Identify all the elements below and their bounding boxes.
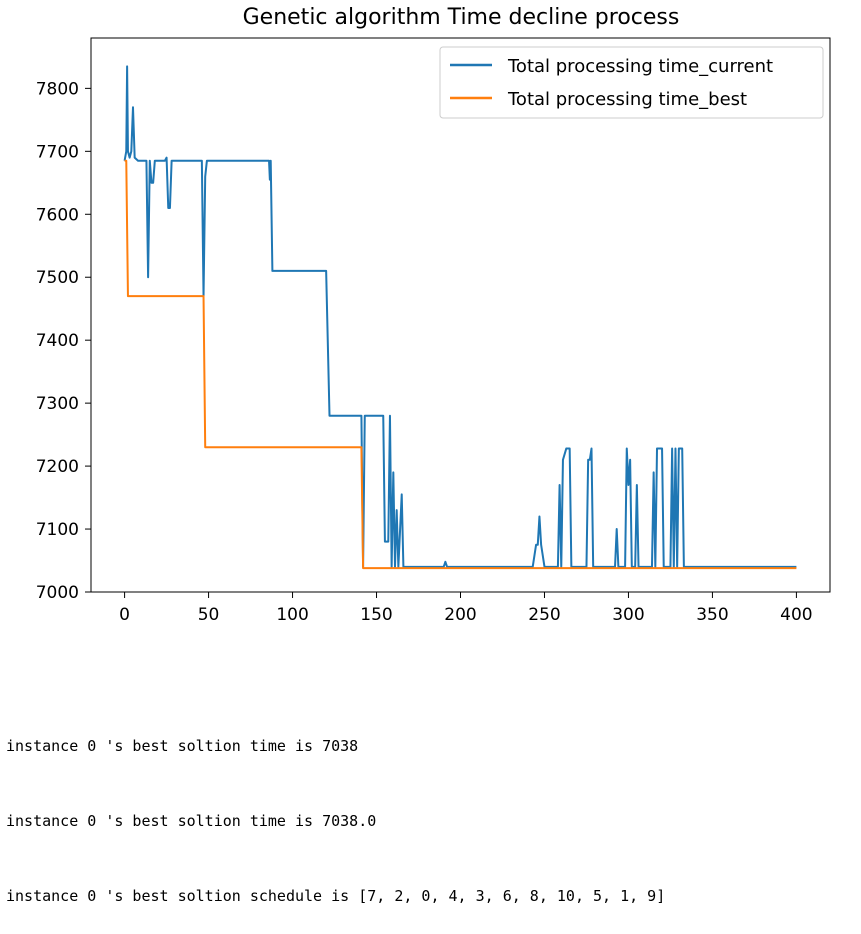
series-line-1 xyxy=(124,159,797,570)
console-line: instance 0 's best soltion schedule is [… xyxy=(6,887,666,905)
x-tick-label: 100 xyxy=(276,605,308,625)
axes-layer: 0 50 100 150 200 250 300 350 400 7000 7100 7200 7300… xyxy=(36,79,813,625)
y-tick-label: 7300 xyxy=(36,394,79,414)
legend-label-current: Total processing time_current xyxy=(507,56,773,77)
plot-area xyxy=(90,37,831,593)
y-tick-label: 7100 xyxy=(36,520,79,540)
x-tick-label: 0 xyxy=(119,605,130,625)
series-line-0 xyxy=(123,65,797,568)
x-tick-label: 300 xyxy=(612,605,644,625)
console-line: instance 0 's best soltion time is 7038.… xyxy=(6,812,377,830)
console-line: instance 0 's best soltion time is 7038 xyxy=(6,737,359,755)
x-tick-label: 250 xyxy=(528,605,560,625)
y-tick-label: 7000 xyxy=(36,583,79,603)
chart: Genetic algorithm Time decline process 0… xyxy=(36,5,831,625)
console-output: instance 0 's best soltion time is 7038 … xyxy=(6,684,665,934)
y-tick-label: 7700 xyxy=(36,142,79,162)
series-layer xyxy=(123,65,797,570)
chart-title: Genetic algorithm Time decline process xyxy=(243,5,680,30)
y-tick-label: 7500 xyxy=(36,268,79,288)
y-tick-label: 7600 xyxy=(36,205,79,225)
legend-box xyxy=(439,46,824,119)
y-tick-label: 7400 xyxy=(36,331,79,351)
legend: Total processing time_current Total proc… xyxy=(439,46,824,119)
x-tick-label: 50 xyxy=(198,605,220,625)
x-tick-label: 400 xyxy=(780,605,812,625)
x-tick-label: 200 xyxy=(444,605,476,625)
y-tick-label: 7800 xyxy=(36,79,79,99)
y-tick-label: 7200 xyxy=(36,457,79,477)
x-tick-label: 350 xyxy=(696,605,728,625)
x-tick-label: 150 xyxy=(360,605,392,625)
legend-label-best: Total processing time_best xyxy=(507,89,747,110)
